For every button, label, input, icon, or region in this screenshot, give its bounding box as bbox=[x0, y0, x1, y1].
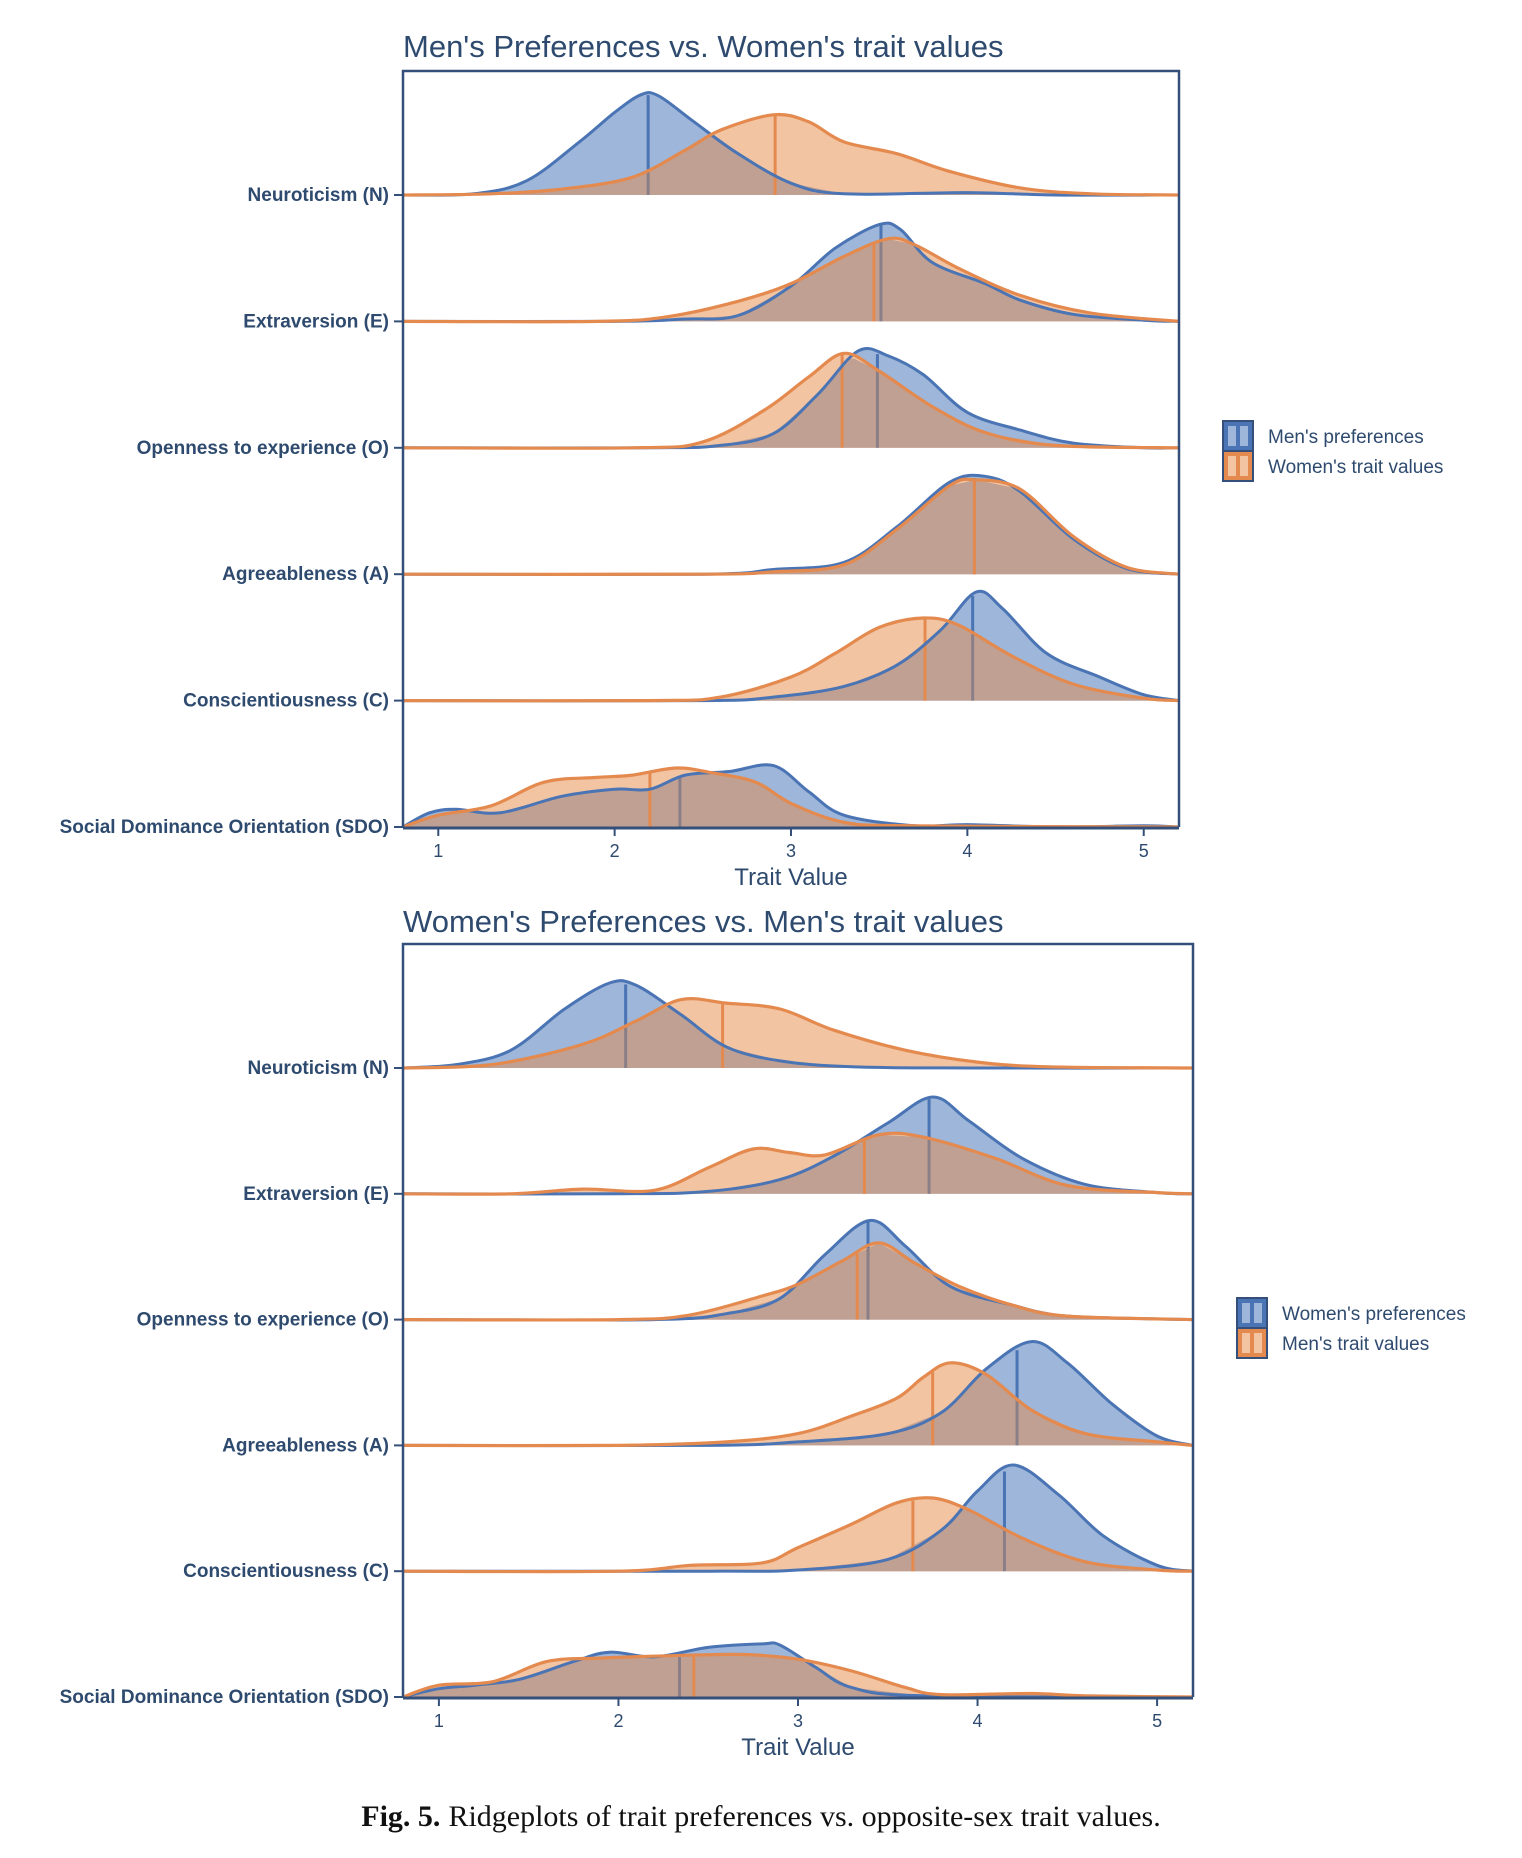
x-tick-label: 4 bbox=[962, 841, 972, 861]
x-axis-label: Trait Value bbox=[741, 1734, 854, 1761]
legend-entry: Men's trait values bbox=[1282, 1334, 1429, 1355]
y-tick-label: Social Dominance Orientation (SDO) bbox=[60, 1687, 389, 1708]
y-tick-label: Openness to experience (O) bbox=[137, 1310, 389, 1331]
x-tick-label: 5 bbox=[1152, 1711, 1162, 1731]
y-tick-label: Extraversion (E) bbox=[243, 1184, 389, 1205]
plot-area bbox=[403, 91, 1179, 829]
density-line-trait-values bbox=[403, 1131, 1193, 1196]
caption-text: Ridgeplots of trait preferences vs. oppo… bbox=[448, 1800, 1161, 1833]
ridge-row bbox=[403, 1641, 1193, 1699]
density-overlap bbox=[403, 480, 1179, 575]
legend-entry: Men's preferences bbox=[1268, 427, 1424, 448]
legend-swatch bbox=[1236, 1327, 1268, 1359]
legend-swatch bbox=[1236, 1297, 1268, 1329]
density-line-trait-values bbox=[403, 1361, 1193, 1448]
density-overlap bbox=[403, 239, 1179, 322]
density-overlap bbox=[403, 1508, 1193, 1572]
density-overlap bbox=[403, 1006, 1193, 1068]
ridgeplot-2: Women's Preferences vs. Men's trait valu… bbox=[60, 904, 1466, 1761]
density-overlap bbox=[403, 773, 1179, 827]
plot-frame bbox=[401, 942, 1195, 1697]
legend-swatch-bar bbox=[1240, 426, 1248, 446]
density-line-preferences bbox=[403, 1095, 1193, 1196]
y-tick-label: Agreeableness (A) bbox=[222, 564, 389, 585]
x-tick-label: 4 bbox=[973, 1711, 983, 1731]
density-line-preferences bbox=[403, 1340, 1193, 1448]
density-area-women-s-trait-values bbox=[403, 353, 1179, 449]
legend-swatch-bar bbox=[1228, 456, 1236, 476]
density-line-trait-values bbox=[403, 1241, 1193, 1322]
density-line-trait-values bbox=[403, 112, 1179, 197]
legend-swatch-bar bbox=[1254, 1303, 1262, 1323]
figure-caption: Fig. 5. Ridgeplots of trait preferences v… bbox=[0, 1800, 1522, 1834]
density-line-trait-values bbox=[403, 1652, 1193, 1699]
legend: Men's preferences Women's trait values bbox=[1222, 420, 1443, 482]
y-tick-label: Extraversion (E) bbox=[243, 311, 389, 332]
density-line-preferences bbox=[403, 221, 1179, 324]
caption-label: Fig. 5. bbox=[361, 1800, 441, 1833]
legend-entry: Women's trait values bbox=[1268, 457, 1443, 478]
legend-swatch-bar bbox=[1242, 1303, 1250, 1323]
density-line-trait-values bbox=[403, 351, 1179, 450]
density-overlap bbox=[403, 623, 1179, 701]
y-tick-label: Neuroticism (N) bbox=[248, 185, 389, 206]
density-line-trait-values bbox=[403, 616, 1179, 703]
x-tick-label: 5 bbox=[1139, 841, 1149, 861]
legend-swatch-bar bbox=[1242, 1333, 1250, 1353]
plot-area bbox=[403, 979, 1193, 1699]
x-tick-label: 1 bbox=[433, 841, 443, 861]
density-overlap bbox=[403, 1373, 1193, 1446]
legend-entry: Women's preferences bbox=[1282, 1304, 1466, 1325]
legend: Women's preferences Men's trait values bbox=[1236, 1297, 1466, 1359]
density-area-women-s-trait-values bbox=[403, 114, 1179, 195]
ridge-row bbox=[403, 221, 1179, 448]
legend-swatch-bar bbox=[1254, 1333, 1262, 1353]
ridgeplot-1: Men's Preferences vs. Women's trait valu… bbox=[60, 29, 1444, 891]
density-overlap bbox=[403, 1654, 1193, 1697]
x-tick-label: 1 bbox=[434, 1711, 444, 1731]
legend-swatch-bar bbox=[1240, 456, 1248, 476]
density-line-trait-values bbox=[403, 766, 1179, 829]
figure: Men's Preferences vs. Women's trait valu… bbox=[60, 29, 1466, 1761]
density-line-trait-values bbox=[403, 477, 1179, 576]
ridge-row bbox=[403, 979, 1193, 1194]
y-tick-label: Conscientiousness (C) bbox=[183, 691, 389, 712]
y-tick-label: Social Dominance Orientation (SDO) bbox=[60, 817, 389, 838]
density-line-trait-values bbox=[403, 236, 1179, 324]
density-line-preferences bbox=[403, 91, 1179, 197]
x-axis-label: Trait Value bbox=[734, 864, 847, 891]
chart-title: Women's Preferences vs. Men's trait valu… bbox=[403, 904, 1004, 939]
legend-swatch bbox=[1222, 420, 1254, 452]
legend-swatch bbox=[1222, 450, 1254, 482]
y-tick-label: Openness to experience (O) bbox=[137, 438, 389, 459]
density-overlap bbox=[403, 358, 1179, 448]
density-overlap bbox=[403, 1134, 1193, 1194]
y-tick-label: Neuroticism (N) bbox=[248, 1058, 389, 1079]
density-line-preferences bbox=[403, 1463, 1193, 1573]
x-tick-label: 3 bbox=[793, 1711, 803, 1731]
y-tick-label: Agreeableness (A) bbox=[222, 1435, 389, 1456]
legend-swatch-bar bbox=[1228, 426, 1236, 446]
x-tick-label: 2 bbox=[613, 1711, 623, 1731]
density-area-men-s-preferences bbox=[403, 92, 1179, 196]
x-tick-label: 3 bbox=[786, 841, 796, 861]
x-tick-label: 2 bbox=[610, 841, 620, 861]
plot-frame bbox=[401, 69, 1181, 827]
y-tick-label: Conscientiousness (C) bbox=[183, 1561, 389, 1582]
density-area-men-s-preferences bbox=[403, 348, 1179, 449]
density-line-trait-values bbox=[403, 1496, 1193, 1574]
density-line-trait-values bbox=[403, 997, 1193, 1070]
density-line-preferences bbox=[403, 979, 1193, 1070]
chart-title: Men's Preferences vs. Women's trait valu… bbox=[403, 29, 1004, 64]
ridge-row bbox=[403, 589, 1179, 827]
